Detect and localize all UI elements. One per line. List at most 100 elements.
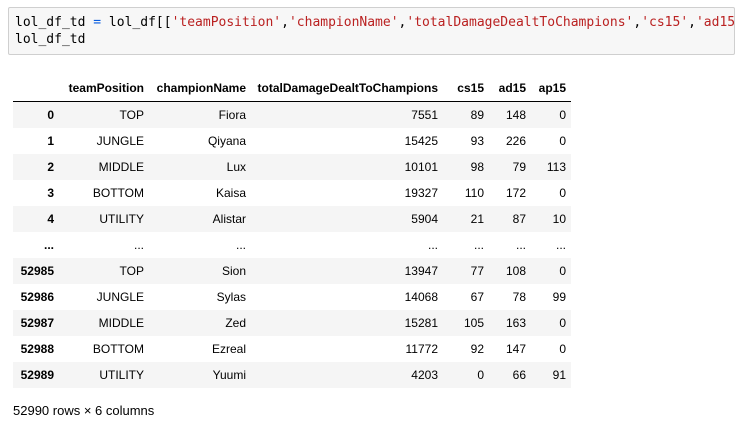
column-header: cs15 bbox=[443, 75, 489, 102]
table-cell: UTILITY bbox=[99, 212, 144, 226]
table-cell: TOP bbox=[119, 264, 144, 278]
table-cell: 4203 bbox=[411, 368, 438, 382]
table-cell: 0 bbox=[559, 108, 566, 122]
row-index: 52987 bbox=[20, 316, 54, 330]
table-cell: MIDDLE bbox=[98, 160, 144, 174]
shape-summary: 52990 rows × 6 columns bbox=[13, 403, 155, 418]
table-cell: Zed bbox=[225, 316, 246, 330]
dataframe-table: teamPosition championName totalDamageDealt… bbox=[13, 75, 571, 388]
table-row: 0 TOP Fiora 7551 89 148 0 bbox=[13, 101, 571, 128]
table-cell: 172 bbox=[505, 186, 526, 200]
index-header bbox=[13, 75, 59, 102]
column-header: championName bbox=[149, 75, 251, 102]
table-cell: ... bbox=[427, 238, 438, 252]
table-cell: 105 bbox=[463, 316, 484, 330]
code-token: 'ad15' bbox=[695, 15, 737, 30]
table-cell: 10 bbox=[552, 212, 566, 226]
table-cell: MIDDLE bbox=[98, 316, 144, 330]
table-row: 1 JUNGLE Qiyana 15425 93 226 0 bbox=[13, 128, 571, 154]
code-cell[interactable]: lol_df_td = lol_df[['teamPosition','cham… bbox=[8, 7, 737, 55]
table-cell: 99 bbox=[552, 290, 566, 304]
table-cell: 110 bbox=[464, 186, 484, 200]
table-cell: 0 bbox=[559, 342, 566, 356]
row-index: 52988 bbox=[20, 342, 54, 356]
table-row: 2 MIDDLE Lux 10101 98 79 113 bbox=[13, 154, 571, 180]
table-cell: 93 bbox=[470, 134, 484, 148]
table-cell: 0 bbox=[559, 316, 566, 330]
table-cell: BOTTOM bbox=[92, 342, 144, 356]
table-cell: Qiyana bbox=[207, 134, 246, 148]
table-cell: 91 bbox=[552, 368, 566, 382]
table-cell: ... bbox=[555, 238, 566, 252]
table-cell: Yuumi bbox=[212, 368, 246, 382]
code-token: , bbox=[633, 15, 642, 30]
code-token: = bbox=[93, 15, 102, 30]
table-cell: 21 bbox=[470, 212, 484, 226]
column-header: totalDamageDealtToChampions bbox=[251, 75, 443, 102]
row-index: 2 bbox=[47, 160, 54, 174]
table-cell: 19327 bbox=[404, 186, 438, 200]
table-row: ..................... bbox=[13, 232, 571, 258]
code-token: lol_df[[ bbox=[101, 15, 172, 30]
table-cell: 15281 bbox=[404, 316, 438, 330]
row-index: 0 bbox=[47, 108, 54, 122]
table-cell: 226 bbox=[505, 134, 526, 148]
table-row: 52989 UTILITY Yuumi 4203 0 66 91 bbox=[13, 362, 571, 388]
table-cell: JUNGLE bbox=[96, 290, 144, 304]
code-token: lol_df_td bbox=[15, 32, 86, 47]
table-cell: 78 bbox=[512, 290, 526, 304]
column-header: ad15 bbox=[489, 75, 531, 102]
table-row: 52987 MIDDLE Zed 15281 105 163 0 bbox=[13, 310, 571, 336]
table-cell: 0 bbox=[559, 264, 566, 278]
table-cell: 77 bbox=[470, 264, 484, 278]
code-token: lol_df_td bbox=[15, 15, 94, 30]
code-token: , bbox=[688, 15, 696, 30]
table-row: 52986 JUNGLE Sylas 14068 67 78 99 bbox=[13, 284, 571, 310]
table-cell: 66 bbox=[512, 368, 526, 382]
table-cell: 163 bbox=[505, 316, 526, 330]
table-cell: 147 bbox=[505, 342, 526, 356]
code-line: lol_df_td bbox=[15, 31, 728, 48]
table-cell: 148 bbox=[505, 108, 526, 122]
row-index: 52986 bbox=[20, 290, 54, 304]
code-token: 'totalDamageDealtToChampions' bbox=[406, 15, 634, 30]
table-cell: JUNGLE bbox=[96, 134, 144, 148]
table-cell: Fiora bbox=[218, 108, 246, 122]
table-cell: Sylas bbox=[216, 290, 246, 304]
table-cell: 89 bbox=[470, 108, 484, 122]
table-cell: 87 bbox=[512, 212, 526, 226]
table-cell: 0 bbox=[559, 186, 566, 200]
table-cell: 11772 bbox=[405, 342, 438, 356]
table-cell: 5904 bbox=[411, 212, 438, 226]
table-cell: ... bbox=[133, 238, 144, 252]
table-cell: 79 bbox=[512, 160, 526, 174]
row-index: 1 bbox=[47, 134, 54, 148]
column-header: ap15 bbox=[531, 75, 571, 102]
row-index: 4 bbox=[47, 212, 54, 226]
table-cell: ... bbox=[235, 238, 246, 252]
table-cell: Sion bbox=[221, 264, 246, 278]
code-token: 'teamPosition' bbox=[171, 15, 282, 30]
row-index: 52989 bbox=[20, 368, 54, 382]
code-token: 'cs15' bbox=[641, 15, 689, 30]
table-cell: 67 bbox=[470, 290, 484, 304]
table-cell: 92 bbox=[470, 342, 484, 356]
code-token: , bbox=[398, 15, 407, 30]
row-index: 52985 bbox=[20, 264, 54, 278]
table-cell: 108 bbox=[505, 264, 526, 278]
code-token: 'championName' bbox=[288, 15, 399, 30]
table-cell: 10101 bbox=[404, 160, 438, 174]
table-cell: Ezreal bbox=[211, 342, 246, 356]
code-token: , bbox=[281, 15, 289, 30]
table-cell: 0 bbox=[477, 368, 484, 382]
header-row: teamPosition championName totalDamageDealt… bbox=[13, 75, 571, 102]
table-row: 52988 BOTTOM Ezreal 11772 92 147 0 bbox=[13, 336, 571, 362]
table-cell: ... bbox=[515, 238, 526, 252]
table-cell: 14068 bbox=[404, 290, 438, 304]
code-line: lol_df_td = lol_df[['teamPosition','cham… bbox=[15, 14, 737, 31]
table-cell: Lux bbox=[226, 160, 246, 174]
table-cell: 113 bbox=[546, 160, 566, 174]
table-cell: 13947 bbox=[404, 264, 438, 278]
row-index: ... bbox=[43, 238, 54, 252]
